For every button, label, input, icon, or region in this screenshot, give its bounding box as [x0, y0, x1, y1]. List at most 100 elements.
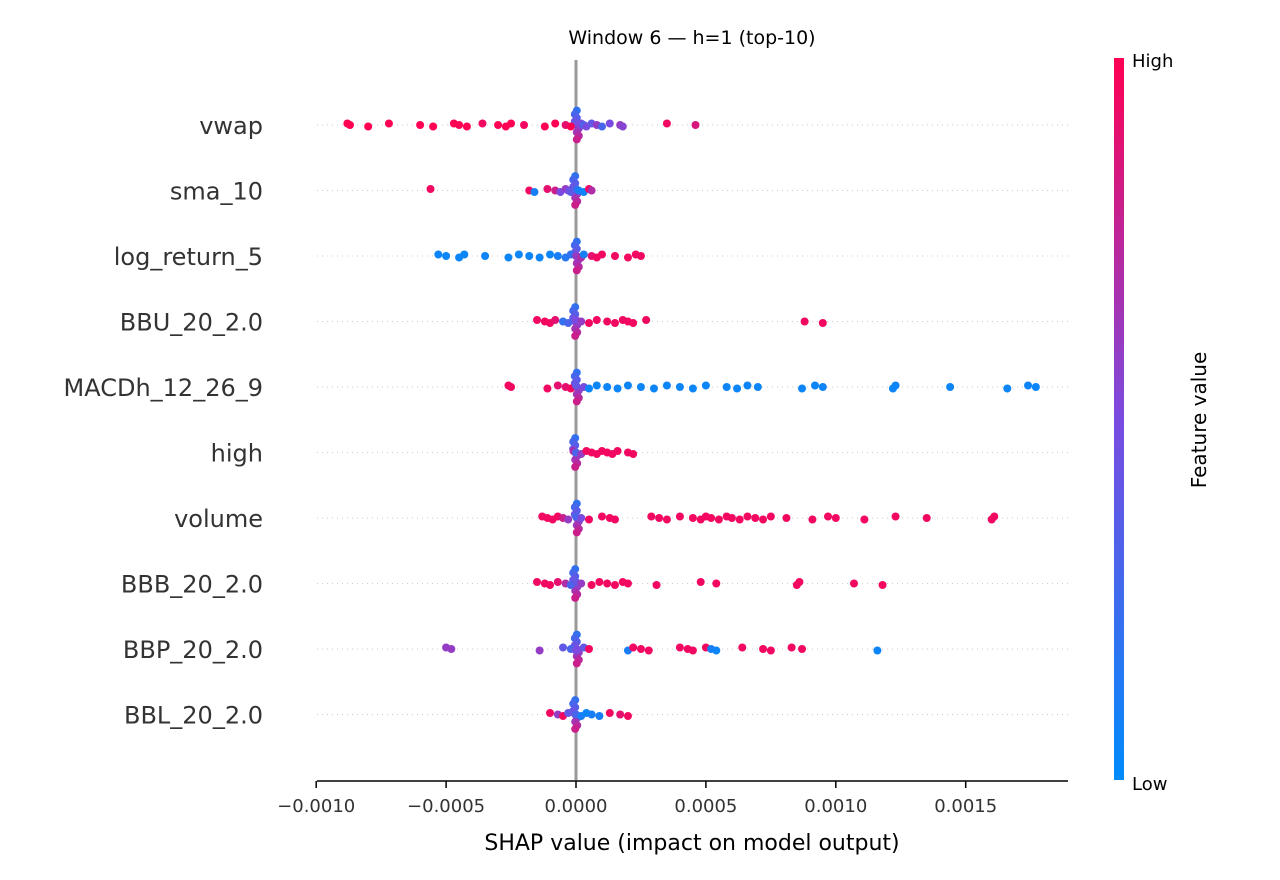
point-vwap	[662, 119, 671, 128]
point-volume	[808, 515, 817, 524]
point-volume	[990, 512, 999, 521]
point-macdh-12-26-9	[649, 384, 658, 393]
point-macdh-12-26-9	[701, 381, 710, 390]
point-bbu-20-2-0	[577, 317, 586, 326]
point-volume	[610, 515, 619, 524]
point-volume	[662, 515, 671, 524]
point-macdh-12-26-9	[1024, 381, 1033, 390]
data-points	[343, 106, 1040, 733]
point-sma-10	[426, 185, 435, 193]
point-macdh-12-26-9	[946, 383, 955, 391]
point-bbb-20-2-0	[587, 581, 596, 589]
point-macdh-12-26-9	[613, 384, 622, 393]
point-bbb-20-2-0	[696, 578, 705, 586]
point-vwap	[455, 121, 464, 129]
point-log-return-5	[481, 252, 490, 260]
point-vwap	[520, 121, 529, 129]
point-log-return-5	[504, 253, 513, 262]
point-bbu-20-2-0	[533, 316, 542, 324]
feature-label-bbp-20-2-0: BBP_20_2.0	[123, 636, 263, 664]
point-bbb-20-2-0	[795, 578, 804, 586]
x-tick-label: 0.0005	[674, 796, 737, 817]
point-bbb-20-2-0	[623, 579, 632, 588]
point-macdh-12-26-9-stack	[572, 397, 581, 406]
point-bbp-20-2-0	[766, 646, 775, 655]
point-bbu-20-2-0	[629, 319, 638, 327]
point-volume	[743, 512, 752, 521]
point-bbp-20-2-0	[636, 645, 645, 653]
point-log-return-5	[442, 252, 451, 260]
point-macdh-12-26-9	[733, 384, 742, 393]
point-bbl-20-2-0	[546, 709, 555, 717]
point-vwap	[478, 119, 487, 128]
point-volume	[564, 515, 573, 524]
point-volume	[688, 514, 697, 522]
point-macdh-12-26-9	[584, 384, 593, 393]
point-macdh-12-26-9	[1031, 383, 1040, 391]
point-volume	[922, 514, 931, 522]
colorbar-high-label: High	[1132, 51, 1173, 72]
point-high-stack	[571, 462, 580, 471]
point-bbp-20-2-0	[447, 645, 456, 653]
point-bbu-20-2-0	[642, 316, 651, 324]
point-bbl-20-2-0	[616, 710, 625, 719]
point-vwap	[429, 122, 438, 131]
point-log-return-5	[636, 252, 645, 260]
point-vwap	[345, 121, 354, 129]
point-macdh-12-26-9	[1003, 384, 1012, 393]
point-macdh-12-26-9	[572, 381, 580, 390]
point-macdh-12-26-9	[798, 384, 807, 393]
point-log-return-5-stack	[572, 266, 581, 275]
point-bbu-20-2-0	[800, 317, 809, 326]
point-macdh-12-26-9	[753, 383, 762, 391]
point-sma-10	[543, 185, 552, 193]
point-macdh-12-26-9	[603, 383, 612, 391]
point-bbb-20-2-0	[595, 578, 604, 586]
point-macdh-12-26-9	[553, 381, 562, 390]
point-macdh-12-26-9	[818, 383, 827, 391]
point-sma-10	[530, 188, 539, 196]
point-volume	[735, 515, 744, 524]
point-volume	[597, 512, 606, 521]
point-bbb-20-2-0	[603, 579, 612, 588]
point-bbb-20-2-0	[712, 579, 721, 588]
point-macdh-12-26-9	[507, 383, 516, 391]
point-vwap-stack	[572, 135, 581, 144]
feature-label-log-return-5: log_return_5	[114, 243, 263, 271]
point-log-return-5	[460, 250, 469, 259]
point-high	[613, 447, 622, 455]
point-bbp-20-2-0	[738, 643, 747, 652]
point-volume	[675, 512, 684, 521]
point-bbl-20-2-0	[605, 709, 614, 717]
point-volume	[860, 515, 869, 524]
point-vwap	[364, 122, 373, 131]
point-vwap	[691, 121, 700, 129]
point-bbb-20-2-0	[652, 581, 661, 589]
colorbar-low-label: Low	[1132, 774, 1167, 795]
feature-label-volume: volume	[174, 505, 263, 533]
feature-label-macdh-12-26-9: MACDh_12_26_9	[64, 374, 264, 402]
point-bbp-20-2-0	[559, 643, 568, 652]
point-volume	[647, 512, 656, 521]
x-tick-label: 0.0015	[934, 796, 997, 817]
point-bbp-20-2-0	[535, 646, 544, 655]
point-bbp-20-2-0	[584, 645, 593, 653]
point-bbp-20-2-0	[644, 646, 653, 655]
point-vwap	[462, 122, 471, 131]
point-bbu-20-2-0	[603, 317, 612, 326]
point-macdh-12-26-9	[623, 381, 632, 390]
point-log-return-5	[434, 250, 443, 259]
point-volume	[831, 514, 840, 522]
point-volume	[714, 515, 723, 524]
point-vwap	[605, 119, 614, 128]
point-bbl-20-2-0	[623, 712, 632, 720]
x-tick-label: 0.0010	[804, 796, 867, 817]
point-log-return-5	[546, 250, 555, 259]
point-log-return-5	[597, 250, 606, 259]
point-macdh-12-26-9	[662, 381, 671, 390]
point-bbu-20-2-0	[592, 316, 601, 324]
point-log-return-5	[553, 252, 562, 260]
x-tick-label: 0.0000	[545, 796, 608, 817]
point-log-return-5	[525, 252, 534, 260]
